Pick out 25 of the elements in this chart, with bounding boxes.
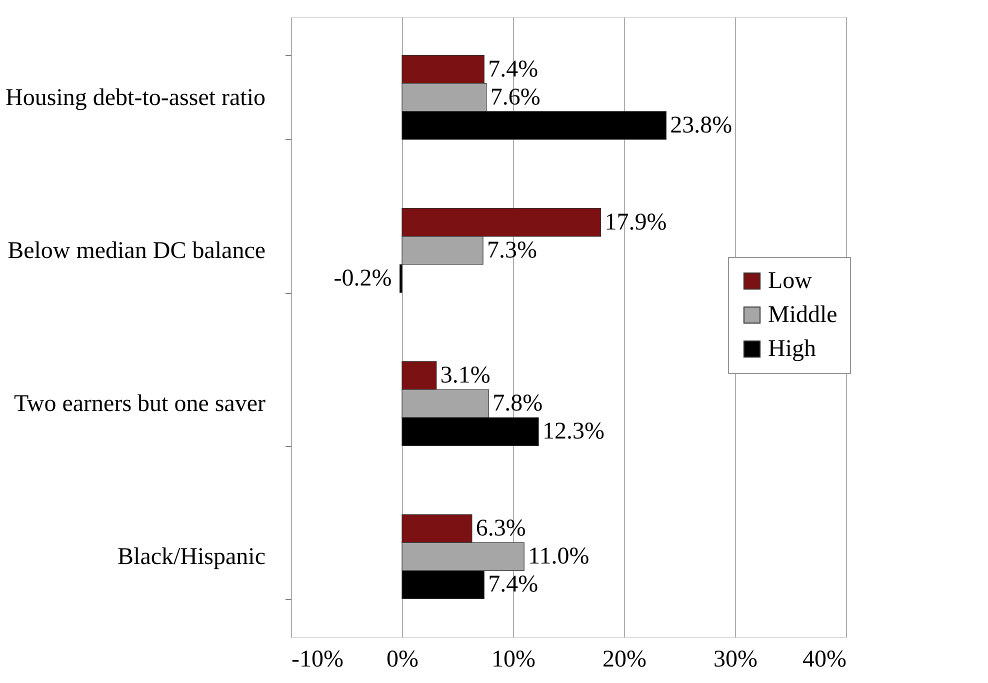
legend-label: High: [768, 336, 816, 362]
x-tick-label: 10%: [492, 646, 536, 672]
data-label: 3.1%: [440, 362, 490, 388]
data-label: 7.8%: [492, 390, 543, 417]
legend-label: Middle: [768, 302, 838, 328]
y-tick-label: Black/Hispanic: [118, 544, 266, 570]
data-label: 7.6%: [490, 84, 540, 110]
data-label: 12.3%: [542, 418, 605, 445]
data-label: 7.4%: [488, 572, 538, 598]
y-tick-label: Housing debt-to-asset ratio: [6, 84, 266, 111]
data-label: 6.3%: [476, 516, 526, 542]
x-tick-label: 0%: [386, 646, 418, 672]
data-label: 23.8%: [670, 112, 732, 138]
y-tick-label: Two earners but one saver: [14, 391, 266, 418]
data-label: 7.4%: [488, 56, 538, 82]
legend-label: Low: [768, 268, 813, 294]
data-label: 11.0%: [528, 544, 590, 570]
data-label: -0.2%: [334, 266, 392, 292]
x-tick-label: 20%: [602, 646, 646, 672]
data-label: 17.9%: [604, 209, 667, 236]
x-tick-label: 40%: [802, 646, 846, 672]
y-tick-label: Below median DC balance: [8, 238, 266, 264]
x-tick-label: 30%: [714, 646, 758, 672]
x-tick-label: -10%: [292, 646, 344, 672]
data-label: 7.3%: [487, 237, 538, 264]
